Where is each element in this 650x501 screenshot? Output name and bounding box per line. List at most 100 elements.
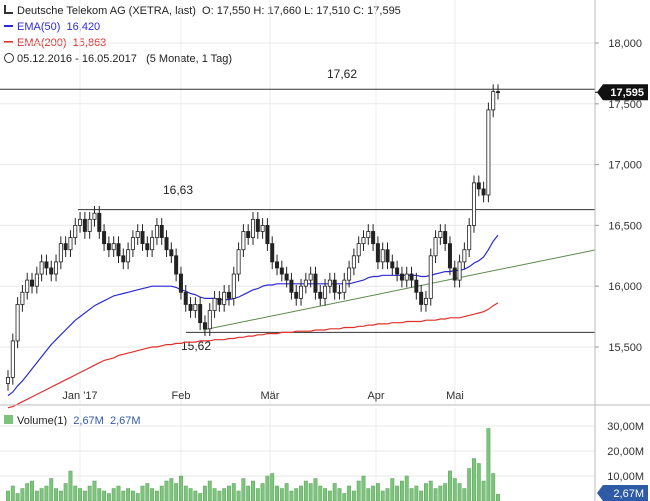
volume-bar [371, 485, 376, 501]
candle-body [351, 255, 356, 269]
candle-body [30, 279, 35, 287]
candle [116, 236, 121, 264]
legend-period-row: 05.12.2016 - 16.05.2017 (5 Monate, 1 Tag… [4, 52, 232, 66]
volume-bar [351, 490, 356, 501]
x-tick-label: Apr [367, 390, 384, 402]
level-label: 16,63 [163, 183, 193, 197]
candle [97, 205, 102, 239]
candle-body [270, 243, 275, 263]
candle [323, 278, 328, 306]
volume-bar [236, 490, 241, 501]
candle [246, 224, 251, 245]
candle-body [342, 279, 347, 293]
volume-bar [87, 485, 92, 501]
candle-body [106, 243, 111, 251]
volume-bar [164, 480, 169, 501]
candle-body [58, 243, 63, 263]
volume-bar [183, 485, 188, 501]
candle-body [414, 279, 419, 293]
candle-body [145, 243, 150, 251]
volume-bar [443, 483, 448, 501]
candle [73, 218, 78, 245]
candle [375, 236, 380, 270]
candle [351, 248, 356, 276]
candle-body [491, 91, 496, 111]
candle [495, 84, 500, 100]
candle-body [303, 279, 308, 287]
volume-bar [15, 493, 20, 501]
candle-body [73, 224, 78, 238]
candle [438, 224, 443, 245]
volume-bar [82, 490, 87, 501]
y-tick-label: 16,500 [608, 220, 642, 232]
ema200-line [7, 302, 499, 409]
candle-body [78, 218, 83, 226]
candle [318, 284, 323, 306]
volume-bar [106, 493, 111, 501]
candle-body [332, 279, 337, 293]
candle [30, 272, 35, 294]
candle [299, 278, 304, 306]
candle-body [207, 310, 212, 330]
volume-bar [20, 488, 25, 501]
candle [385, 242, 390, 270]
support-trend-line [202, 249, 596, 331]
y-tick-label: 18,000 [608, 38, 642, 50]
volume-bar [347, 485, 352, 501]
candle [255, 212, 260, 239]
volume-bar [111, 488, 116, 501]
candle [294, 284, 299, 306]
candle [25, 272, 30, 300]
candle-body [375, 243, 380, 263]
candle-body [111, 243, 116, 251]
candle [270, 236, 275, 270]
candle [327, 272, 332, 294]
volume-bar [496, 494, 500, 501]
candle [145, 236, 150, 258]
candle [486, 102, 491, 203]
candle-body [395, 267, 400, 275]
volume-bar [30, 480, 34, 501]
volume-bar [207, 480, 212, 501]
volume-bar [6, 490, 10, 501]
volume-bar [92, 480, 97, 501]
volume-bar [275, 485, 279, 501]
candle [462, 242, 467, 270]
candle [395, 260, 400, 282]
volume-bar [193, 490, 198, 501]
last-price-label: 17,595 [610, 87, 644, 99]
candle [265, 218, 270, 251]
volume-bar [375, 483, 380, 501]
candle-body [289, 279, 294, 293]
candle-body [92, 212, 97, 220]
volume-value-1: 2,67M [73, 415, 104, 427]
volume-tick-label: 10,00M [607, 471, 644, 483]
volume-last-badge [597, 485, 648, 501]
candle-body [236, 249, 241, 275]
candle [6, 370, 11, 391]
candle [332, 272, 337, 300]
candle [198, 297, 203, 330]
volume-last-label: 2,67M [613, 488, 644, 500]
volume-bar [419, 490, 424, 501]
volume-bar [121, 490, 126, 501]
candle-body [174, 255, 179, 275]
volume-bar [327, 490, 332, 501]
x-tick-label: Jan '17 [62, 390, 97, 402]
volume-bar [472, 458, 476, 501]
candle [361, 230, 366, 251]
grid [0, 0, 595, 501]
volume-bar [428, 480, 433, 501]
volume-bar [342, 493, 347, 501]
candle [457, 254, 462, 288]
candle-body [159, 224, 164, 238]
volume-bar [140, 485, 145, 501]
volume-bar [49, 478, 54, 501]
volume-bar [217, 490, 222, 501]
volume-bar [78, 488, 83, 501]
candle [183, 284, 188, 312]
candle [303, 272, 308, 294]
candle-body [275, 261, 280, 269]
